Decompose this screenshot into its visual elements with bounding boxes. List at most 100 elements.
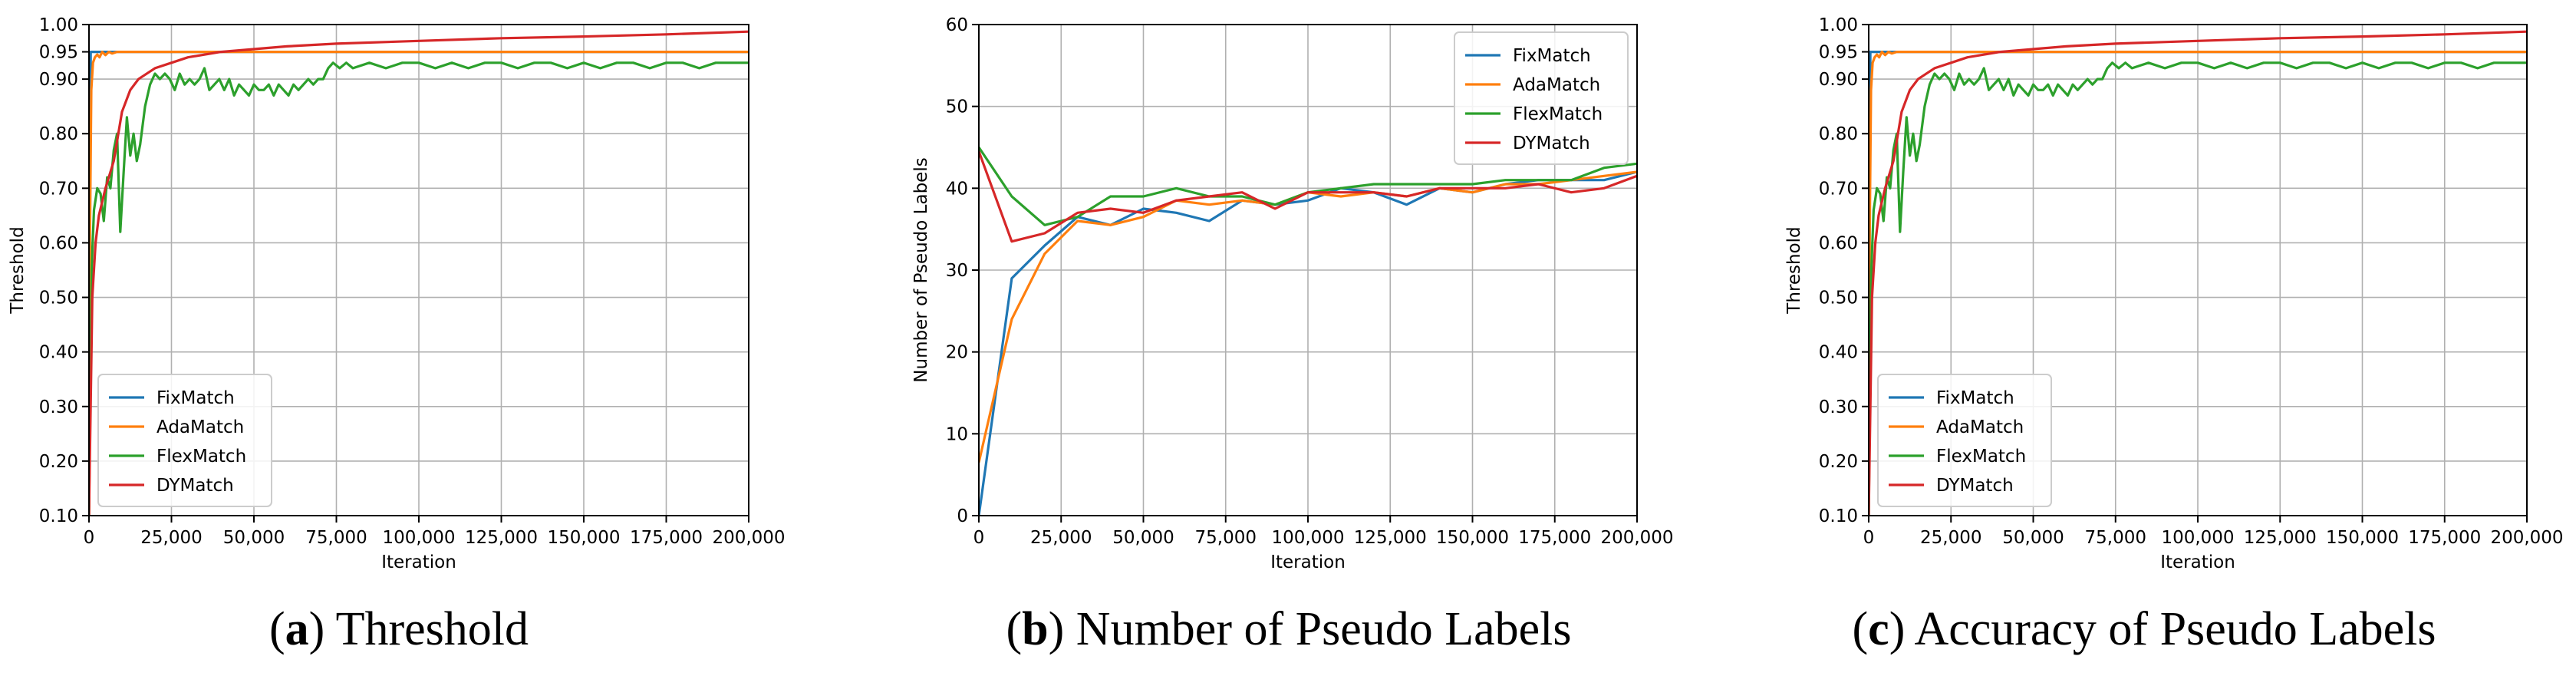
y-tick-label: 0.40 [39,343,78,363]
y-tick-label: 60 [946,15,968,35]
x-axis-label: Iteration [1270,552,1346,572]
y-tick-label: 0.10 [1819,506,1858,526]
y-tick-label: 0.80 [1819,124,1858,144]
x-tick-label: 150,000 [2326,528,2399,548]
x-axis-label: Iteration [381,552,456,572]
series-group [1869,30,2527,516]
x-tick-label: 125,000 [2244,528,2317,548]
x-tick-label: 175,000 [630,528,703,548]
x-axis-label: Iteration [2160,552,2235,572]
y-tick-label: 0 [957,506,968,526]
y-tick-label: 0.60 [1819,233,1858,253]
legend-label-dymatch: DYMatch [1936,476,2014,496]
series-line-dymatch [1869,30,2527,516]
y-tick-label: 10 [946,424,968,444]
x-tick-label: 200,000 [2490,528,2563,548]
x-tick-label: 0 [973,528,985,548]
y-tick-label: 0.50 [39,289,78,308]
series-line-dymatch [89,30,749,516]
x-tick-label: 25,000 [1030,528,1092,548]
caption-c-text: Accuracy of Pseudo Labels [1905,603,2436,655]
legend: FixMatch AdaMatch FlexMatch DYMatch [97,374,272,507]
x-tick-label: 0 [1863,528,1875,548]
series-group [979,147,1637,516]
x-tick-label: 200,000 [712,528,785,548]
y-tick-label: 0.40 [1819,343,1858,363]
y-tick-label: 0.70 [1819,179,1858,199]
y-tick-label: 30 [946,261,968,281]
y-axis-label: Number of Pseudo Labels [911,157,931,382]
series-line-fixmatch [979,170,1637,516]
legend-label-adamatch: AdaMatch [1936,417,2024,437]
series-line-dymatch [979,150,1637,243]
y-tick-label: 20 [946,343,968,363]
y-tick-label: 0.10 [39,506,78,526]
chart-panel-2: 0 25,000 50,000 75,000 100,000 125,000 150,000… [911,15,1674,572]
caption-a-text: Threshold [324,603,529,655]
chart-panel-1: 0 25,000 50,000 75,000 100,000 125,000 150,000… [8,15,786,572]
legend-label-flexmatch: FlexMatch [156,447,246,467]
x-tick-label: 0 [84,528,95,548]
caption-c: (c) Accuracy of Pseudo Labels [1852,603,2436,655]
x-tick-label: 200,000 [1600,528,1673,548]
y-tick-label: 0.30 [39,397,78,417]
legend-label-dymatch: DYMatch [1513,134,1590,153]
x-tick-label: 125,000 [465,528,538,548]
caption-a: (a) Threshold [268,603,529,655]
y-tick-label: 0.95 [39,43,78,63]
legend-label-fixmatch: FixMatch [156,388,235,408]
legend-label-flexmatch: FlexMatch [1936,447,2026,467]
y-tick-label: 0.30 [1819,397,1858,417]
caption-a-letter: a [285,603,309,655]
legend-label-dymatch: DYMatch [156,476,234,496]
y-tick-label: 0.20 [1819,452,1858,472]
legend-label-fixmatch: FixMatch [1513,46,1591,66]
x-tick-label: 75,000 [1195,528,1257,548]
x-tick-label: 50,000 [1112,528,1174,548]
x-tick-label: 75,000 [2085,528,2146,548]
legend-box [97,374,272,507]
y-tick-label: 50 [946,97,968,117]
series-line-adamatch [1869,50,2527,516]
legend-label-fixmatch: FixMatch [1936,388,2014,408]
legend-box [1877,374,2052,507]
caption-b: (b) Number of Pseudo Labels [1006,603,1572,655]
caption-b-letter: b [1022,603,1049,655]
y-tick-label: 0.60 [39,233,78,253]
legend-label-adamatch: AdaMatch [156,417,244,437]
y-axis-label: Threshold [8,226,28,314]
legend-label-flexmatch: FlexMatch [1513,104,1603,124]
y-tick-label: 1.00 [1819,15,1858,35]
y-tick-label: 0.90 [39,70,78,90]
series-line-flexmatch [1869,61,2527,516]
x-tick-label: 50,000 [223,528,285,548]
legend-label-adamatch: AdaMatch [1513,75,1600,95]
y-tick-label: 1.00 [39,15,78,35]
x-tick-label: 175,000 [1518,528,1591,548]
y-axis-label: Threshold [1784,226,1804,314]
x-tick-label: 150,000 [1436,528,1509,548]
series-line-flexmatch [89,61,749,516]
x-tick-label: 100,000 [1271,528,1344,548]
x-tick-label: 175,000 [2408,528,2481,548]
y-tick-label: 40 [946,179,968,199]
chart-panel-3: 0 25,000 50,000 75,000 100,000 125,000 150,000… [1784,15,2564,572]
x-tick-label: 50,000 [2002,528,2064,548]
caption-b-text: Number of Pseudo Labels [1064,603,1572,655]
y-tick-label: 0.20 [39,452,78,472]
x-tick-label: 125,000 [1354,528,1427,548]
y-tick-label: 0.70 [39,179,78,199]
y-tick-label: 0.90 [1819,70,1858,90]
x-tick-label: 100,000 [382,528,455,548]
caption-c-letter: c [1868,603,1889,655]
y-tick-label: 0.95 [1819,43,1858,63]
y-tick-label: 0.80 [39,124,78,144]
y-tick-label: 0.50 [1819,289,1858,308]
x-tick-label: 100,000 [2161,528,2234,548]
x-tick-label: 150,000 [547,528,620,548]
x-tick-label: 25,000 [140,528,202,548]
legend: FixMatch AdaMatch FlexMatch DYMatch [1877,374,2052,507]
legend-box [1454,31,1629,165]
legend: FixMatch AdaMatch FlexMatch DYMatch [1454,31,1629,165]
x-tick-label: 25,000 [1920,528,1981,548]
